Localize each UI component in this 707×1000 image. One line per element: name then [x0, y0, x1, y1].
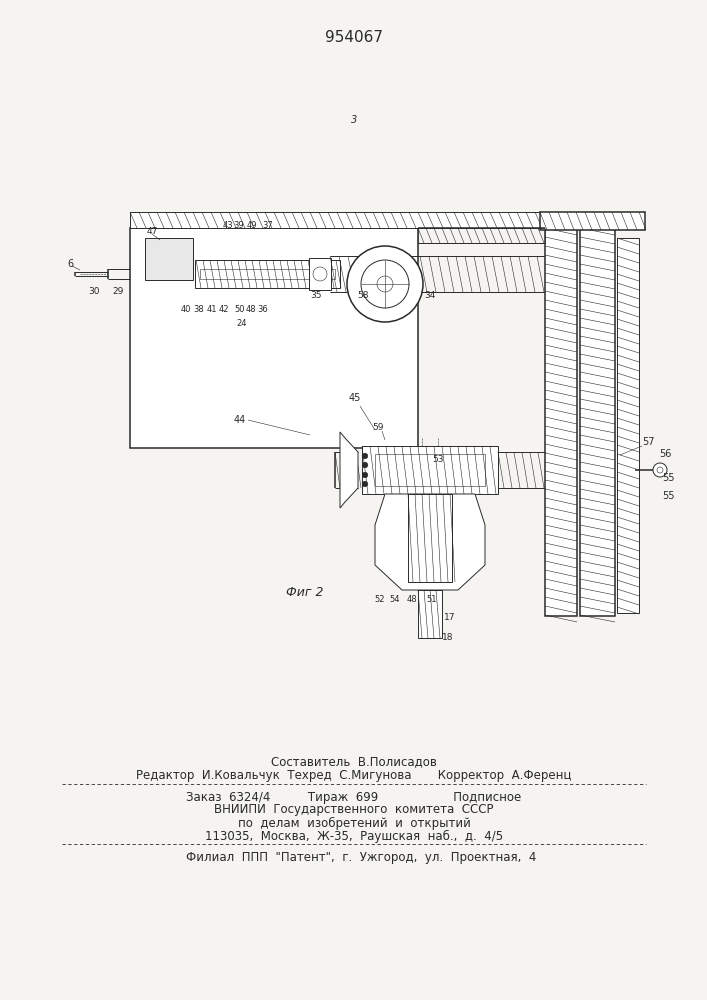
- Text: 59: 59: [373, 424, 384, 432]
- Bar: [375, 454, 485, 486]
- Text: 113035,  Москва,  Ж-35,  Раушская  наб.,  д.  4/5: 113035, Москва, Ж-35, Раушская наб., д. …: [205, 829, 503, 843]
- Text: 42: 42: [218, 306, 229, 314]
- Circle shape: [347, 246, 423, 322]
- Bar: [617, 238, 639, 613]
- Circle shape: [362, 472, 368, 478]
- Text: Филиал  ППП  "Патент",  г.  Ужгород,  ул.  Проектная,  4: Филиал ППП "Патент", г. Ужгород, ул. Про…: [171, 850, 537, 863]
- Text: 55: 55: [662, 491, 674, 501]
- Text: 45: 45: [349, 393, 361, 403]
- Bar: [418, 590, 442, 638]
- Text: 29: 29: [112, 288, 124, 296]
- Text: 43: 43: [223, 221, 233, 230]
- Text: 30: 30: [88, 288, 100, 296]
- Bar: [130, 212, 570, 228]
- Text: 49: 49: [247, 221, 257, 230]
- Circle shape: [362, 481, 368, 487]
- Text: 37: 37: [262, 221, 274, 230]
- Text: 34: 34: [424, 292, 436, 300]
- Text: 38: 38: [194, 306, 204, 314]
- Text: Редактор  И.Ковальчук  Техред  С.Мигунова       Корректор  А.Ференц: Редактор И.Ковальчук Техред С.Мигунова К…: [136, 770, 572, 782]
- Bar: [130, 228, 418, 448]
- Text: 47: 47: [146, 228, 158, 236]
- Bar: [145, 238, 193, 280]
- Text: 51: 51: [427, 595, 437, 604]
- Text: 18: 18: [443, 634, 454, 643]
- Circle shape: [377, 276, 393, 292]
- Polygon shape: [375, 494, 485, 590]
- Polygon shape: [340, 432, 358, 508]
- Text: 41: 41: [206, 306, 217, 314]
- Text: 53: 53: [432, 456, 444, 464]
- Circle shape: [361, 260, 409, 308]
- Text: по  делам  изобретений  и  открытий: по делам изобретений и открытий: [238, 816, 470, 830]
- Text: 36: 36: [257, 306, 269, 314]
- Text: 39: 39: [234, 221, 245, 230]
- Text: 954067: 954067: [325, 30, 383, 45]
- Text: 48: 48: [246, 306, 257, 314]
- Text: 52: 52: [375, 595, 385, 604]
- Text: Составитель  В.Полисадов: Составитель В.Полисадов: [271, 756, 437, 768]
- Text: Заказ  6324/4          Тираж  699                    Подписное: Заказ 6324/4 Тираж 699 Подписное: [187, 790, 522, 804]
- Circle shape: [362, 453, 368, 459]
- Text: 55: 55: [662, 473, 674, 483]
- Text: 40: 40: [181, 306, 192, 314]
- Bar: [540, 212, 645, 230]
- Bar: [362, 446, 498, 494]
- Bar: [580, 228, 615, 616]
- Bar: [309, 258, 331, 290]
- Text: 57: 57: [642, 437, 654, 447]
- Text: 17: 17: [444, 613, 456, 622]
- Text: 58: 58: [357, 292, 369, 300]
- Circle shape: [653, 463, 667, 477]
- Text: Фиг 2: Фиг 2: [286, 585, 324, 598]
- Circle shape: [362, 462, 368, 468]
- Text: 44: 44: [234, 415, 246, 425]
- Text: 54: 54: [390, 595, 400, 604]
- Text: 48: 48: [407, 595, 417, 604]
- Text: 24: 24: [237, 318, 247, 328]
- Text: 6: 6: [67, 259, 73, 269]
- Text: 50: 50: [235, 306, 245, 314]
- Bar: [200, 269, 335, 279]
- Bar: [545, 228, 577, 616]
- Bar: [408, 494, 452, 582]
- Text: 56: 56: [659, 449, 671, 459]
- Text: 3: 3: [351, 115, 357, 125]
- Circle shape: [657, 467, 663, 473]
- Bar: [418, 228, 545, 243]
- Text: ВНИИПИ  Государственного  комитета  СССР: ВНИИПИ Государственного комитета СССР: [214, 804, 493, 816]
- Text: 35: 35: [310, 292, 322, 300]
- Bar: [195, 260, 340, 288]
